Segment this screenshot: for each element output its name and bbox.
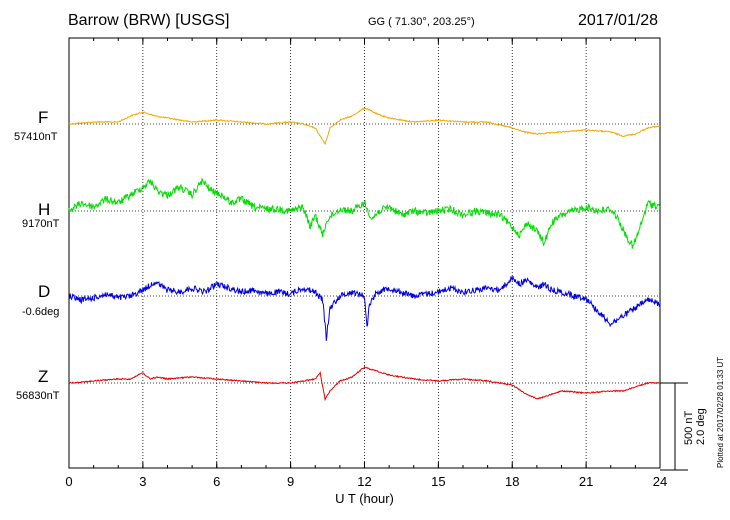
x-tick-label-3: 3 — [139, 474, 146, 489]
scale-bar — [660, 382, 688, 471]
baseline-grid — [69, 123, 660, 384]
series-line-D — [68, 275, 661, 341]
x-tick-label-6: 6 — [213, 474, 220, 489]
baseline-label-z: 56830nT — [16, 390, 60, 402]
series-line-Z — [68, 365, 661, 402]
x-tick-label-12: 12 — [357, 474, 371, 489]
x-tick-labels: 0 3 6 9 12 15 18 21 24 — [65, 474, 667, 489]
vertical-grid — [142, 38, 587, 468]
series-label-f: F — [38, 108, 49, 127]
plotted-timestamp: Plotted at 2017/02/28 01:33 UT — [716, 356, 725, 468]
x-tick-label-9: 9 — [287, 474, 294, 489]
series-lines — [68, 107, 661, 402]
baseline-label-h: 9170nT — [22, 218, 60, 230]
baseline-label-f: 57410nT — [14, 131, 58, 143]
x-tick-label-21: 21 — [579, 474, 593, 489]
x-tick-label-0: 0 — [65, 474, 72, 489]
scale-bar-nt-label: 500 nT — [683, 410, 695, 445]
x-axis-label: U T (hour) — [335, 491, 394, 506]
x-tick-label-24: 24 — [653, 474, 667, 489]
x-tick-label-15: 15 — [431, 474, 445, 489]
series-line-H — [68, 177, 661, 249]
tick-marks — [68, 38, 661, 468]
series-label-z: Z — [38, 367, 49, 386]
x-tick-label-18: 18 — [505, 474, 519, 489]
series-label-d: D — [38, 282, 51, 301]
series-label-h: H — [38, 200, 51, 219]
date-label: 2017/01/28 — [578, 12, 659, 29]
coordinates-label: GG ( 71.30°, 203.25°) — [368, 16, 475, 28]
scale-bar-deg-label: 2.0 deg — [695, 408, 707, 445]
baseline-label-d: -0.6deg — [22, 306, 60, 318]
plot-frame — [68, 37, 661, 469]
series-line-F — [68, 107, 661, 146]
station-title: Barrow (BRW) [USGS] — [68, 12, 230, 29]
